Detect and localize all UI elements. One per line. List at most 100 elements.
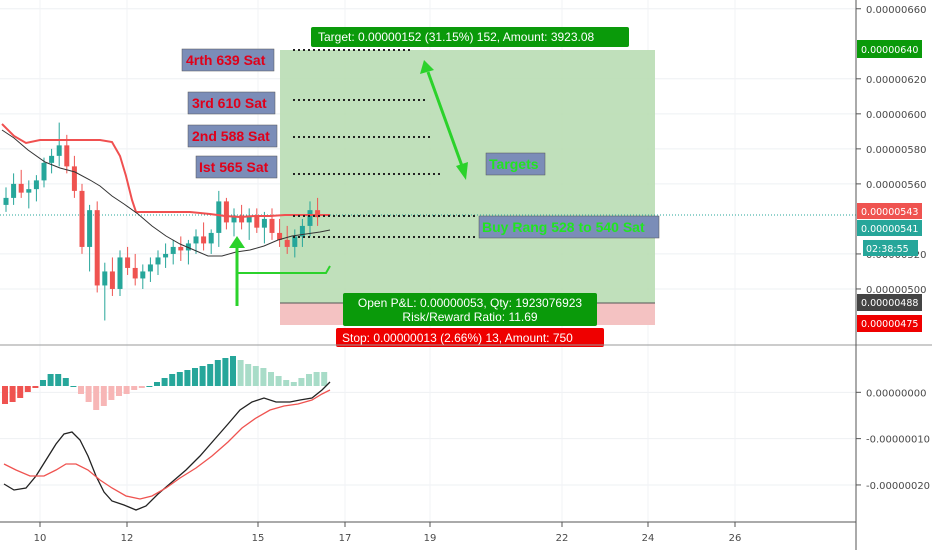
candle-body (299, 225, 305, 237)
label-1st-box[interactable]: Ist 565 Sat (195, 155, 278, 179)
stop-price-tag-text: 0.00000475 (861, 319, 918, 330)
candle-body (231, 215, 237, 223)
macd-bar (268, 372, 274, 386)
label-3rd-box[interactable]: 3rd 610 Sat (187, 91, 276, 115)
macd-bar (245, 364, 252, 386)
macd-bar (24, 386, 31, 392)
candle-body (102, 271, 108, 286)
candle-body (185, 243, 191, 251)
green-arrow-up (229, 236, 245, 306)
last-price-tag: 0.00000543 (857, 203, 922, 219)
candle-body (201, 236, 207, 244)
label-buy-box[interactable]: Buy Rang 528 to 540 Sat (478, 215, 660, 239)
macd-bar (154, 382, 160, 386)
candle-body (261, 218, 267, 228)
countdown-tag-text: 02:38:55 (866, 244, 909, 255)
macd-bar (32, 386, 39, 388)
candle-body (216, 201, 222, 233)
x-tick-label: 26 (729, 533, 742, 544)
candle-body (79, 190, 85, 247)
candle-body (163, 253, 169, 258)
macd-bar (146, 386, 153, 387)
macd-bar (237, 360, 244, 386)
x-tick-label: 12 (121, 533, 134, 544)
macd-bar (275, 376, 282, 386)
macd-bar (123, 386, 130, 394)
macd-bar (176, 372, 183, 386)
candle-body (269, 218, 275, 233)
macd-bar (192, 368, 198, 386)
macd-tick-label: -0.00000020 (866, 481, 930, 492)
candle-body (170, 246, 176, 254)
macd-bar (169, 374, 176, 386)
macd-bar (290, 382, 297, 386)
candle-body (64, 145, 70, 167)
target-label-box[interactable]: Target: 0.00000152 (31.15%) 152, Amount:… (311, 27, 629, 47)
candle-body (94, 210, 100, 286)
candle-body (71, 166, 77, 191)
y-tick-label: 0.00000600 (866, 110, 926, 121)
macd-bar (313, 372, 320, 386)
candle-body (3, 197, 9, 205)
candle-body (147, 264, 153, 272)
candle-body (277, 232, 283, 240)
candle-body (140, 271, 146, 279)
last-price-tag-text: 0.00000543 (861, 207, 918, 218)
macd-tick-label: 0.00000000 (866, 388, 926, 399)
pnl-label-box[interactable]: Open P&L: 0.00000053, Qty: 1923076923 Ri… (343, 293, 597, 326)
macd-line (3, 381, 331, 511)
green-arrow-double (420, 60, 468, 180)
y-tick-label: 0.00000580 (866, 145, 926, 156)
candle-body (193, 236, 199, 244)
x-tick-label: 19 (424, 533, 437, 544)
x-tick-label: 22 (556, 533, 569, 544)
candle-body (109, 271, 115, 289)
current-price-tag-text: 0.00000541 (861, 224, 918, 235)
macd-bar (260, 368, 267, 386)
label-2nd-box[interactable]: 2nd 588 Sat (187, 124, 278, 148)
y-tick-label: 0.00000620 (866, 75, 926, 86)
x-tick-label: 17 (339, 533, 352, 544)
macd-bar (199, 366, 206, 386)
macd-bar (283, 380, 290, 386)
macd-scale[interactable]: 0.00000000 -0.00000010 -0.00000020 (856, 388, 930, 492)
rr-label: Risk/Reward Ratio: 11.69 (402, 310, 537, 324)
macd-bar (207, 364, 214, 386)
candle-body (11, 183, 17, 198)
candle-body (208, 232, 214, 244)
macd-bar (214, 360, 221, 386)
candle-body (87, 210, 93, 247)
candle-body (223, 201, 229, 223)
macd-bar (47, 374, 54, 386)
time-scale[interactable]: 10 12 15 17 19 22 24 26 (34, 522, 742, 544)
target-label: Target: 0.00000152 (31.15%) 152, Amount:… (318, 30, 595, 44)
candle-body (26, 189, 32, 193)
green-path-line (237, 265, 331, 274)
macd-bar (93, 386, 100, 410)
target-price-tag-text: 0.00000640 (861, 45, 918, 56)
pnl-label: Open P&L: 0.00000053, Qty: 1923076923 (358, 296, 583, 310)
candle-body (254, 215, 260, 228)
macd-bar (85, 386, 92, 402)
y-tick-label: 0.00000560 (866, 180, 926, 191)
candle-body (284, 239, 290, 247)
label-4rth-box[interactable]: 4rth 639 Sat (181, 48, 275, 72)
macd-bar (184, 370, 191, 386)
level-lines (293, 49, 478, 238)
candle-body (49, 155, 55, 163)
candle-body (246, 215, 252, 223)
macd-bar (161, 378, 168, 386)
candle-body (155, 257, 161, 265)
label-3rd: 3rd 610 Sat (192, 95, 267, 111)
stop-label-box[interactable]: Stop: 0.00000013 (2.66%) 13, Amount: 750 (336, 328, 604, 347)
macd-bar (78, 386, 84, 394)
macd-bar (2, 386, 8, 404)
label-targets-box[interactable]: Targets (485, 152, 546, 176)
stop-price-tag: 0.00000475 (857, 315, 922, 332)
target-zone (280, 50, 655, 303)
macd-histogram (2, 356, 328, 410)
macd-bar (40, 380, 46, 386)
candle-body (18, 183, 24, 193)
